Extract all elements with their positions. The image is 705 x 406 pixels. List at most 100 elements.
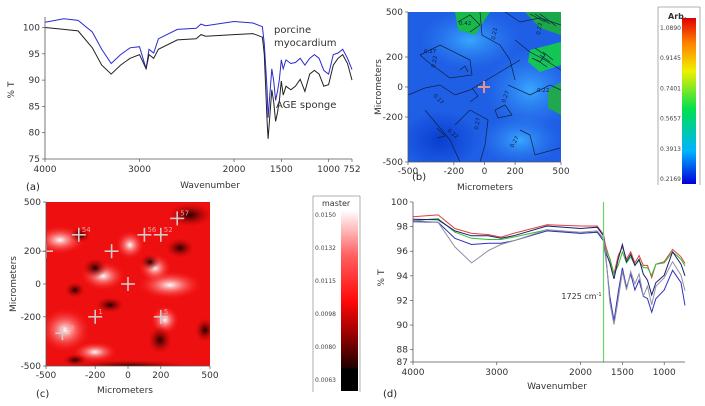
- y-tick-label: 500: [386, 8, 403, 18]
- y-tick-label: -200: [21, 313, 42, 323]
- y-tick-label: 0: [35, 280, 41, 290]
- annotation-age-sponge: AGE sponge: [276, 100, 336, 111]
- panel-c-colorbar: master 0.01500.01320.01150.00980.00800.0…: [312, 195, 361, 392]
- marker-label: 53: [65, 324, 74, 332]
- colorbar-tick-label: 0.0098: [315, 311, 336, 318]
- panel-b-x-label: Micrometers: [457, 183, 513, 193]
- panel-b-x-ticks: -500 -200 0 200 500: [398, 162, 570, 177]
- series-line-gray: [412, 220, 686, 325]
- sample-point-marker: 1: [88, 308, 103, 324]
- panel-b-y-ticks: 500 200 0 -200 -500: [383, 8, 408, 168]
- y-tick-label: 100: [391, 198, 408, 208]
- colorbar-tick-label: 0.9145: [660, 55, 681, 62]
- x-tick-label: 0: [482, 167, 488, 177]
- x-tick-label: 500: [552, 167, 569, 177]
- x-tick-label: 2000: [223, 165, 246, 175]
- y-tick-label: 80: [29, 129, 41, 139]
- x-tick-label: 0: [125, 371, 131, 381]
- panel-c-colorbar-gradient: [341, 210, 358, 391]
- panel-c-markers: 53 54 1 56 52 57 5: [39, 209, 189, 341]
- annotation-superscript: -1: [597, 292, 602, 298]
- panel-a-series: [44, 18, 353, 139]
- x-tick-label: 200: [152, 371, 169, 381]
- sample-point-marker: 54: [71, 226, 91, 242]
- panel-b-center-marker: [478, 81, 490, 93]
- x-tick-label: 3000: [128, 165, 151, 175]
- x-tick-label: 4000: [34, 165, 57, 175]
- marker-label: 56: [147, 226, 156, 234]
- contour-label: 0.22: [491, 27, 499, 40]
- x-tick-label: 3000: [485, 368, 508, 378]
- panel-b-label: (b): [412, 172, 426, 183]
- y-tick-label: 90: [397, 321, 409, 331]
- panel-c-y-ticks: 500 200 0 -200 -500: [21, 198, 46, 372]
- sample-point-marker: 52: [153, 226, 173, 242]
- colorbar-tick-label: 0.2169: [660, 176, 681, 183]
- y-tick-label: 100: [23, 24, 40, 34]
- contour-label: 0.27: [424, 49, 437, 55]
- series-line-blue: [412, 221, 686, 321]
- panel-d-series: [412, 214, 686, 325]
- series-line-AGE-sponge: [44, 27, 353, 139]
- y-tick-label: 87: [397, 358, 408, 368]
- annotation-myocardium: myocardium: [274, 38, 337, 49]
- panel-d-y-label: % T: [377, 269, 387, 286]
- contour-label: 0.42: [459, 21, 471, 27]
- y-tick-label: 200: [24, 247, 41, 257]
- panel-b-contours: [408, 12, 561, 162]
- y-tick-label: -500: [21, 362, 42, 372]
- colorbar-tick-label: 0.3913: [660, 146, 681, 153]
- panel-b-contour-labels: 0.27 0.22 0.17 0.22 0.27 0.27 0.22 0.22 …: [424, 21, 549, 149]
- x-tick-label: 1000: [317, 165, 340, 175]
- y-tick-label: 92: [397, 296, 408, 306]
- panel-d-annotation: 1725 cm-1: [561, 292, 601, 301]
- panel-d-x-label: Wavenumber: [527, 382, 587, 392]
- x-tick-label: 4000: [402, 368, 425, 378]
- marker-label: 5: [164, 308, 168, 316]
- x-tick-label: 500: [201, 371, 218, 381]
- panel-b-colorbar: Arb. 1.0890 0.9145 0.7401 0.5657 0.3913 0.216…: [657, 6, 701, 185]
- y-tick-label: 75: [29, 155, 40, 165]
- sample-point-marker: [121, 277, 135, 291]
- colorbar-tick-label: 1.0890: [660, 25, 681, 32]
- x-tick-label: 200: [507, 167, 524, 177]
- annotation-text: 1725 cm: [561, 292, 596, 301]
- marker-label: 1: [98, 308, 102, 316]
- panel-c-y-label: Micrometers: [9, 256, 19, 312]
- sample-point-marker: 5: [153, 308, 168, 324]
- contour-label: 0.22: [536, 22, 544, 35]
- y-tick-label: -200: [383, 113, 404, 123]
- panel-d-label: (d): [383, 389, 397, 400]
- colorbar-tick-label: 0.0115: [315, 278, 336, 285]
- contour-label: 0.27: [510, 135, 522, 149]
- panel-c-x-ticks: -500 -200 0 200 500: [36, 366, 219, 381]
- panel-b-map-area: 0.27 0.22 0.17 0.22 0.27 0.27 0.22 0.22 …: [408, 12, 561, 162]
- series-line-navy: [412, 218, 686, 297]
- panel-c-map-area: [46, 202, 210, 366]
- panel-b-colorbar-ticks: 1.0890 0.9145 0.7401 0.5657 0.3913 0.2169: [660, 25, 681, 183]
- contour-label: 0.27: [501, 90, 511, 104]
- colorbar-tick-label: 0.0080: [315, 344, 336, 351]
- y-tick-label: -500: [383, 158, 404, 168]
- x-tick-label: 1000: [653, 368, 676, 378]
- colorbar-tick-label: 0.7401: [660, 85, 681, 92]
- contour-label: 0.22: [537, 88, 549, 94]
- y-tick-label: 500: [24, 198, 41, 208]
- panel-a-label: (a): [26, 182, 40, 193]
- colorbar-tick-label: 0.0063: [315, 377, 336, 384]
- panel-a-y-label: % T: [7, 81, 17, 98]
- panel-a-x-ticks: 4000 3000 2000 1500 1000 752: [34, 159, 361, 175]
- sample-point-marker: 56: [137, 226, 157, 242]
- panel-c-heatmap: 53 54 1 56 52 57 5 500 200 0 -200 -500 -500 -200 0 20…: [9, 195, 361, 400]
- y-tick-label: 0: [397, 83, 403, 93]
- y-tick-label: 200: [386, 53, 403, 63]
- contour-label: 0.22: [431, 55, 439, 68]
- series-line-porcine-myocardium: [44, 18, 353, 118]
- y-tick-label: 96: [397, 247, 409, 257]
- y-tick-label: 98: [397, 223, 409, 233]
- x-tick-label: 1500: [270, 165, 293, 175]
- panel-a-ir-spectrum: 100 95 90 85 80 75 4000 3000 2000 1500 1000 752 % …: [7, 17, 361, 193]
- panel-c-x-label: Micrometers: [97, 386, 153, 396]
- y-tick-label: 88: [397, 346, 409, 356]
- panel-d-ir-spectra: 1725 cm-1 100 98 96 94 92 90 88 87 4000 3000 2000…: [377, 198, 686, 400]
